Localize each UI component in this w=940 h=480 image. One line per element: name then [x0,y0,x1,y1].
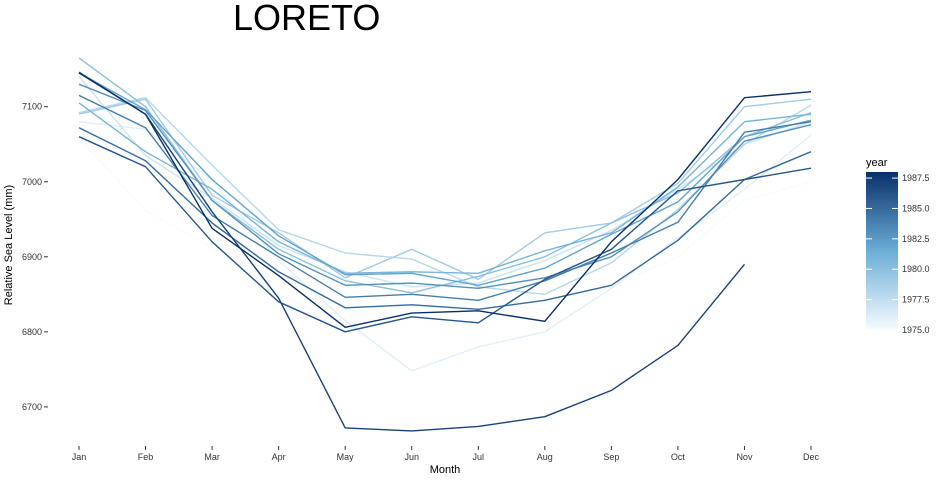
y-tick-label: 7100 [22,102,42,112]
series-line-1981 [78,102,812,274]
x-tick-label: Sep [603,452,619,462]
x-tick-label: Apr [272,452,286,462]
series-line-1976 [78,121,812,372]
y-axis-title: Relative Sea Level (mm) [3,185,15,305]
series-line-1977 [78,76,812,288]
x-axis: Jan Feb Mar Apr May Jun Jul Aug Sep Oct Nov Dec [72,446,820,462]
series-line-1984 [78,94,812,301]
series-line-1988 [78,72,812,328]
colorbar [866,172,898,330]
legend: year 1975.0 1977.5 1980.0 1982.5 1985.0 1987.… [866,157,930,335]
y-tick-label: 6900 [22,252,42,262]
x-tick-label: Jul [473,452,485,462]
series-line-1975 [78,137,812,327]
x-tick-label: Jun [404,452,419,462]
series-layer [78,57,812,432]
x-tick-label: Feb [138,452,154,462]
y-tick-label: 7000 [22,177,42,187]
series-line-1983 [78,83,812,289]
colorbar-tick-label: 1980.0 [902,264,930,274]
y-tick-label: 6800 [22,327,42,337]
legend-title: year [866,157,888,169]
y-tick-label: 6700 [22,402,42,412]
colorbar-ticks: 1975.0 1977.5 1980.0 1982.5 1985.0 1987.5 [866,173,930,335]
y-axis: 6700 6800 6900 7000 7100 [22,102,48,412]
x-tick-label: Dec [803,452,820,462]
colorbar-tick-label: 1985.0 [902,203,930,213]
x-tick-label: May [337,452,355,462]
colorbar-tick-label: 1977.5 [902,295,930,305]
chart-title: LORETO [233,0,380,38]
x-tick-label: Nov [736,452,753,462]
x-tick-label: Mar [204,452,220,462]
series-line-1987 [78,71,746,432]
series-line-1982 [78,72,812,286]
x-tick-label: Jan [72,452,87,462]
series-line-1979 [78,98,812,280]
colorbar-tick-label: 1987.5 [902,173,930,183]
x-tick-label: Aug [537,452,553,462]
series-line-1985 [78,127,812,310]
colorbar-tick-label: 1982.5 [902,234,930,244]
colorbar-tick-label: 1975.0 [902,325,930,335]
x-axis-title: Month [430,464,461,476]
x-tick-label: Oct [671,452,686,462]
series-line-1986 [78,136,812,333]
